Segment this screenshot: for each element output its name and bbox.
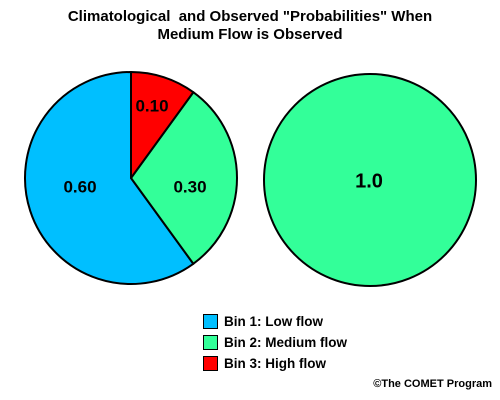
observed-pie: 1.0 [263, 73, 477, 287]
pie-2-data-label-bin-2-medium-flow: 1.0 [355, 170, 383, 192]
chart-title-line-2: Medium Flow is Observed [157, 26, 343, 43]
legend-label-high-flow: Bin 3: High flow [224, 356, 326, 371]
legend-swatch-low-flow [203, 314, 218, 329]
pie-1-data-label-bin-2-medium-flow: 0.30 [173, 177, 206, 196]
chart-title-line-1: Climatological and Observed "Probabiliti… [67, 8, 433, 25]
legend-swatch-medium-flow [203, 335, 218, 350]
pie-1-slice-bin-1-low-flow [24, 71, 195, 285]
legend-item-low-flow: Bin 1: Low flow [203, 311, 347, 332]
legend: Bin 1: Low flow Bin 2: Medium flow Bin 3… [203, 311, 347, 374]
pie-1-slice-bin-3-high-flow [130, 71, 195, 179]
pie-1-data-label-bin-1-low-flow: 0.60 [63, 177, 96, 196]
pie-1-slice-bin-2-medium-flow [130, 91, 238, 265]
pie-2-slice-bin-2-medium-flow [263, 73, 477, 287]
chart-title: Climatological and Observed "Probabiliti… [0, 8, 500, 44]
pie-1-data-label-bin-3-high-flow: 0.10 [135, 96, 168, 115]
climatological-pie: 0.60 0.30 0.10 [24, 71, 238, 285]
legend-item-medium-flow: Bin 2: Medium flow [203, 332, 347, 353]
legend-item-high-flow: Bin 3: High flow [203, 353, 347, 374]
legend-label-medium-flow: Bin 2: Medium flow [224, 335, 347, 350]
legend-label-low-flow: Bin 1: Low flow [224, 314, 323, 329]
copyright-credit: ©The COMET Program [373, 378, 492, 390]
legend-swatch-high-flow [203, 356, 218, 371]
